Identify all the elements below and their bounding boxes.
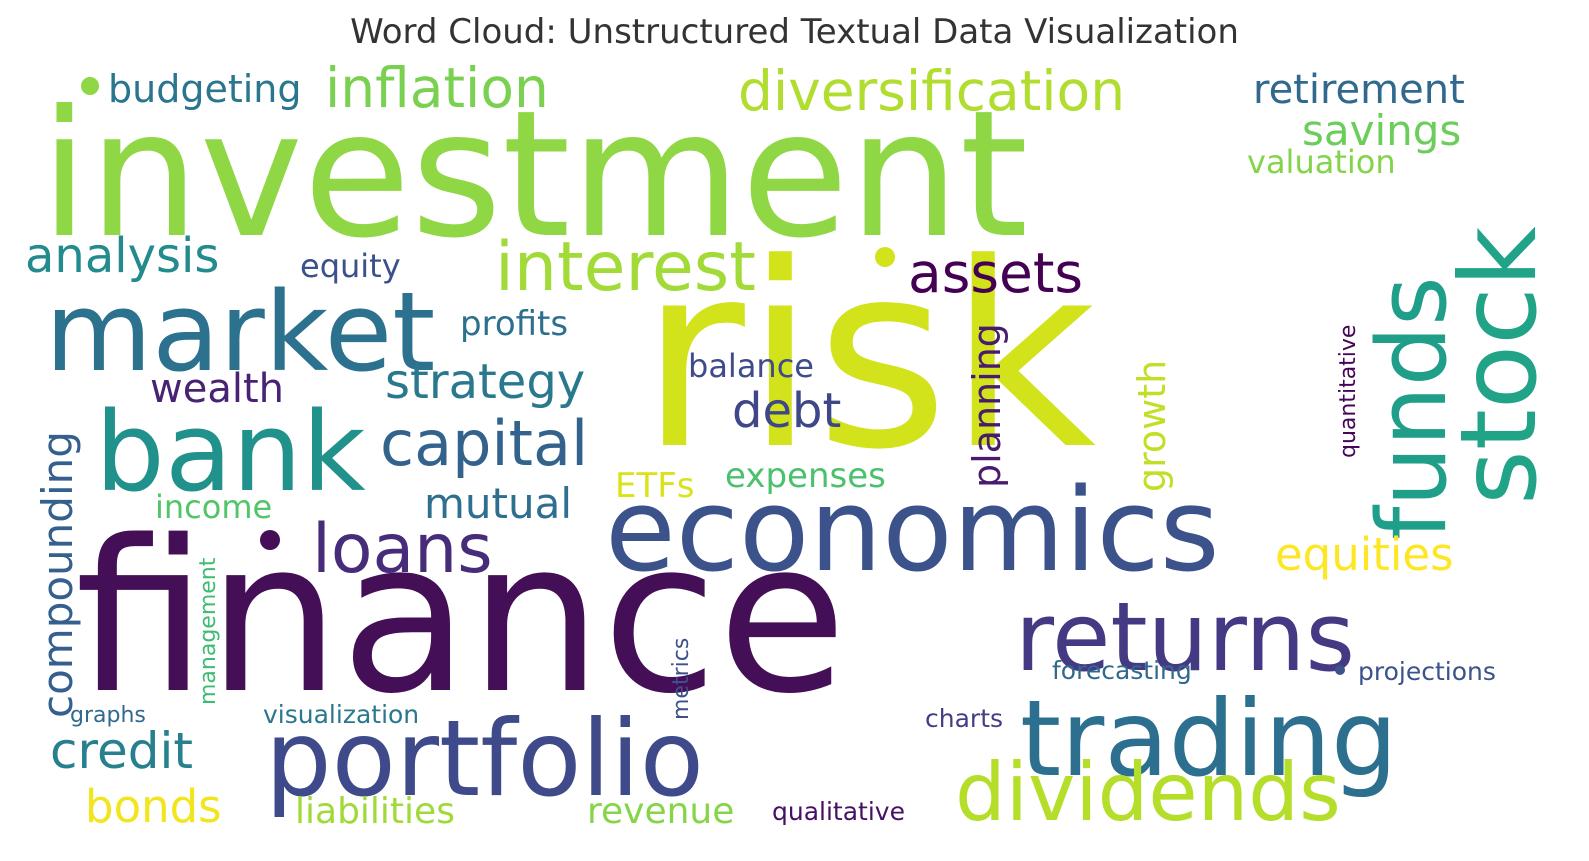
word-analysis: analysis — [25, 228, 219, 284]
word-visualization: visualization — [263, 700, 419, 729]
word-bonds: bonds — [85, 780, 222, 833]
word-management: management — [196, 557, 221, 705]
word-market: market — [45, 268, 435, 396]
word-returns: returns — [1015, 583, 1355, 693]
word-mutual: mutual — [424, 479, 572, 528]
word-portfolio: portfolio — [265, 698, 704, 820]
word-dot — [875, 247, 895, 267]
word-wealth: wealth — [150, 366, 284, 412]
word-trading: trading — [1020, 678, 1398, 800]
word-capital: capital — [380, 407, 588, 480]
word-qualitative: qualitative — [772, 797, 905, 826]
word-quantitative: quantitative — [1336, 325, 1361, 458]
word-profits: profits — [460, 304, 568, 344]
word-strategy: strategy — [385, 354, 585, 410]
word-graphs: graphs — [70, 703, 146, 728]
word-growth: growth — [1130, 360, 1174, 492]
word-retirement: retirement — [1253, 67, 1465, 113]
word-projections: projections — [1358, 657, 1496, 686]
word-debt: debt — [732, 383, 841, 439]
word-finance: finance — [75, 495, 847, 740]
word-assets: assets — [908, 241, 1083, 305]
word-planning: planning — [965, 323, 1009, 488]
word-risk: risk — [640, 209, 1096, 506]
word-bank: bank — [95, 388, 366, 516]
word-investment: investment — [40, 74, 1028, 277]
word-revenue: revenue — [587, 791, 734, 832]
word-interest: interest — [495, 228, 756, 307]
word-loans: loans — [312, 510, 493, 589]
word-funds: funds — [1358, 276, 1468, 540]
word-valuation: valuation — [1247, 143, 1396, 181]
word-savings: savings — [1302, 106, 1461, 155]
word-stock: stock — [1438, 226, 1560, 505]
word-dividends: dividends — [955, 746, 1341, 839]
word-liabilities: liabilities — [295, 791, 455, 832]
word-diversification: diversification — [738, 59, 1125, 123]
word-dot — [81, 77, 99, 95]
word-inflation: inflation — [325, 56, 549, 120]
word-forecasting: forecasting — [1052, 656, 1192, 685]
word-charts: charts — [925, 704, 1003, 733]
word-equity: equity — [300, 247, 401, 285]
word-equities: equities — [1275, 528, 1454, 581]
word-dot — [1335, 665, 1345, 675]
word-economics: economics — [605, 464, 1220, 598]
word-balance: balance — [688, 347, 814, 385]
chart-title: Word Cloud: Unstructured Textual Data Vi… — [350, 12, 1239, 52]
word-income: income — [155, 488, 272, 526]
word-metrics: metrics — [669, 638, 694, 720]
word-budgeting: budgeting — [108, 67, 302, 111]
word-compounding: compounding — [33, 431, 82, 718]
word-expenses: expenses — [725, 456, 886, 496]
word-dot — [260, 530, 280, 550]
word-credit: credit — [50, 722, 193, 780]
word-etfs: ETFs — [615, 466, 695, 506]
